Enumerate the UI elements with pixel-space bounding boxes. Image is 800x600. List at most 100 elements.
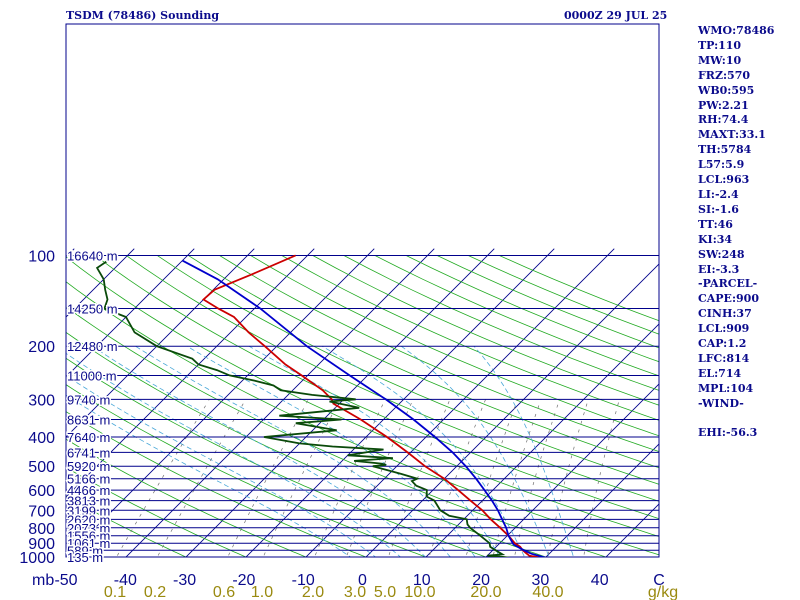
isotherm-line [485,383,659,557]
mixing-ratio-label: 3.0 [344,584,366,600]
stat-line: CINH:37 [698,307,752,321]
isotherm-line [66,248,255,438]
dry-adiabat-line [125,255,659,502]
height-label: 12480 m [67,339,118,354]
height-label: 3813 m [67,494,110,509]
isotherm-line [0,249,14,564]
dry-adiabat-line [219,255,659,452]
moist-adiabat-line [66,394,352,557]
mixing-ratio-line [583,399,620,557]
isotherm-line [605,503,659,557]
stat-line: TP:110 [698,38,742,52]
height-label: 8631 m [67,413,110,428]
pressure-tick-label: 900 [28,536,55,553]
height-label: 3199 m [67,503,110,518]
stat-line [698,412,798,427]
height-label: 5920 m [67,459,110,474]
pressure-tick-label: 100 [28,248,55,265]
temperature-line [201,254,543,557]
stat-line: CAPE:900 [698,292,759,306]
dry-adiabat-line [94,255,659,520]
stat-line: LI:-2.4 [698,187,739,201]
stat-line: SW:248 [698,247,745,261]
chart-title: TSDM (78486) Sounding [66,9,220,22]
height-label: 589 m [67,543,103,558]
stat-line: -PARCEL- [698,277,758,291]
stat-line: -WIND- [698,396,744,410]
stat-line: EI:-3.3 [698,262,740,276]
height-label: 6741 m [67,445,110,460]
pressure-tick-label: 400 [28,430,55,447]
plot-frame [65,23,660,558]
temperature-tick-label: -50 [54,572,77,589]
height-label: 5166 m [67,472,110,487]
height-label: 9740 m [67,392,110,407]
mixing-ratio-label: 0.6 [213,584,235,600]
dry-adiabat-line [66,357,488,557]
dry-adiabat-line [343,255,659,391]
stat-line: MPL:104 [698,381,754,395]
y-axis-unit-label: mb [32,572,54,589]
mixing-ratio-label: 0.1 [104,584,126,600]
pressure-tick-label: 800 [28,521,55,538]
stat-line: LFC:814 [698,351,750,365]
parcel-line [181,259,547,557]
dry-adiabat-line [66,256,659,537]
isotherm-line [425,323,659,557]
stat-line: EL:714 [698,366,742,380]
stat-line: FRZ:570 [698,68,751,82]
background-lines [0,248,659,564]
mixing-ratio-label: 2.0 [302,584,324,600]
chart-frame [65,23,660,558]
stat-line: MAXT:33.1 [698,128,766,142]
temperature-tick-label: -30 [173,572,196,589]
moist-adiabat-line [248,345,501,557]
isotherm-line [365,263,659,557]
temperature-tick-label: 10 [413,572,431,589]
height-label: 1061 m [67,536,110,551]
mixing-ratio-label: 5.0 [374,584,396,600]
height-label: 14250 m [67,302,118,317]
stat-line: LCL:963 [698,173,750,187]
isotherm-line [66,248,135,318]
pressure-tick-label: 200 [28,339,55,356]
moist-adiabat-line [135,345,451,557]
dry-adiabat-line [281,255,659,421]
mixing-ratio-line [345,399,414,557]
stat-line: SI:-1.6 [698,202,739,216]
moist-adiabat-line [66,374,377,557]
pressure-tick-label: 300 [28,392,55,409]
moist-adiabat-line [473,345,575,557]
stat-line: TH:5784 [698,143,752,157]
stat-line: WMO:78486 [698,24,775,37]
isobar-lines [66,254,659,558]
mixing-ratio-label: 1.0 [251,584,273,600]
stat-line: TT:46 [698,217,733,231]
height-label: 11000 m [67,368,117,383]
mixing-ratio-label: 20.0 [470,584,501,600]
dry-adiabat-line [66,384,428,557]
moist-adiabat-line [92,345,426,557]
pressure-tick-label: 700 [28,503,55,520]
dry-adiabat-line [66,438,308,557]
height-label: 4466 m [67,483,110,498]
temperature-tick-label: -40 [114,572,137,589]
isotherm-line [545,443,659,557]
mixing-ratio-line [227,399,309,557]
stat-line: LCL:909 [698,322,750,336]
height-label: 7640 m [67,430,110,445]
dry-adiabat-line [312,255,659,406]
pressure-tick-label: 1000 [19,550,55,567]
mixing-ratio-label: 10.0 [404,584,435,600]
height-label: 2073 m [67,521,110,536]
pressure-tick-label: 500 [28,459,55,476]
dry-adiabat-line [66,331,548,557]
mixing-ratio-line [116,399,210,557]
mixing-ratio-line [547,399,589,557]
dry-adiabat-line [188,255,659,469]
temperature-tick-label: 40 [591,572,609,589]
temperature-tick-label: 30 [532,572,550,589]
pressure-tick-label: 600 [28,483,55,500]
mixing-ratio-line [262,399,341,557]
